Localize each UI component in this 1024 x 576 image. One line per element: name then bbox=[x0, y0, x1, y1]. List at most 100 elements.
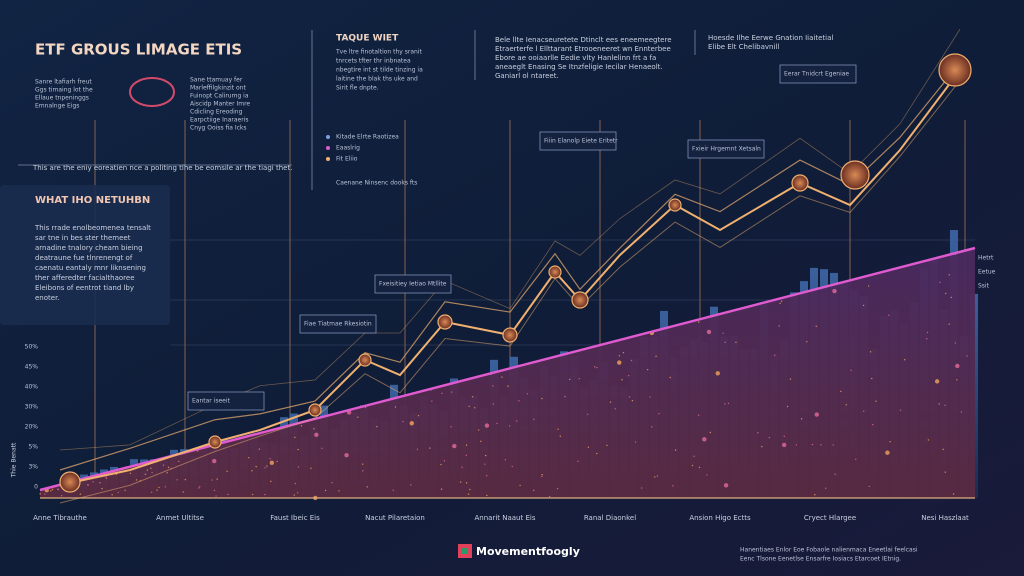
sparkle bbox=[182, 491, 184, 493]
coin bbox=[358, 353, 372, 367]
sparkle bbox=[150, 467, 152, 469]
sparkle bbox=[840, 390, 842, 393]
sparkle bbox=[955, 363, 960, 369]
x-label: Cryect Hlargee bbox=[804, 514, 856, 522]
sparkle bbox=[724, 341, 726, 344]
coin bbox=[59, 471, 81, 493]
sparkle bbox=[519, 484, 521, 487]
panel-text: This rrade enolbeomenea tensalt bbox=[34, 224, 151, 232]
sparkle bbox=[199, 485, 201, 488]
intro-text: Ellaue tnpeninggs bbox=[35, 95, 89, 102]
sparkle bbox=[832, 444, 834, 446]
sparkle bbox=[630, 359, 633, 362]
sparkle bbox=[44, 493, 46, 495]
badge-text: Earpctiige Inaraeris bbox=[190, 117, 248, 124]
sparkle bbox=[654, 476, 656, 478]
sparkle bbox=[656, 475, 659, 477]
panel-text: sar tne in bes ster themeet bbox=[35, 234, 131, 242]
sparkle bbox=[270, 480, 272, 483]
legend-dot bbox=[326, 135, 330, 139]
sparkle bbox=[452, 443, 457, 449]
sparkle bbox=[768, 436, 771, 439]
sparkle bbox=[596, 452, 598, 455]
callout-label: Eantar iseeit bbox=[192, 398, 231, 405]
sparkle bbox=[344, 453, 349, 458]
sparkle bbox=[735, 341, 737, 344]
sparkle bbox=[960, 411, 963, 413]
sparkle bbox=[779, 302, 781, 305]
legend-dot bbox=[326, 146, 330, 150]
sparkle bbox=[178, 460, 180, 463]
panel-text: ther afferedter facialthaoree bbox=[35, 274, 135, 282]
legend-dot bbox=[326, 157, 330, 161]
panel-text: Eleibons of eentrot tiand lby bbox=[35, 284, 134, 292]
y-label: 20% bbox=[25, 424, 39, 431]
sparkle bbox=[815, 325, 817, 328]
column-note: Caenane Ninsenc dooks fts bbox=[336, 180, 417, 187]
coin bbox=[668, 198, 682, 212]
sparkle bbox=[944, 471, 946, 473]
sparkle bbox=[266, 465, 268, 467]
column-text: Sirit fle dnpte. bbox=[336, 85, 379, 92]
sparkle bbox=[867, 285, 870, 287]
sparkle bbox=[609, 401, 612, 403]
sparkle bbox=[310, 467, 312, 469]
column-text: Tve ltre finotaltion thy sranit bbox=[335, 49, 422, 56]
sparkle bbox=[621, 379, 623, 381]
callout-box bbox=[779, 64, 857, 84]
sparkle bbox=[698, 321, 700, 323]
sparkle bbox=[92, 481, 94, 483]
badge-text: Sane ttamuay fer bbox=[190, 77, 243, 84]
sparkle bbox=[811, 443, 814, 446]
sparkle bbox=[511, 465, 513, 468]
sparkle bbox=[757, 432, 759, 434]
sparkle bbox=[264, 493, 266, 496]
sparkle bbox=[146, 469, 149, 471]
sparkle bbox=[622, 352, 625, 354]
coin bbox=[502, 327, 518, 343]
sparkle bbox=[338, 490, 340, 492]
sparkle bbox=[862, 304, 865, 307]
sparkle bbox=[786, 405, 789, 408]
sparkle bbox=[674, 449, 677, 451]
sparkle bbox=[151, 471, 153, 474]
sparkle bbox=[557, 428, 559, 430]
sparkle bbox=[577, 460, 579, 463]
sparkle bbox=[293, 494, 295, 496]
badge-text: Cnyg Ooiss fia Icks bbox=[190, 125, 247, 132]
sparkle bbox=[806, 341, 808, 343]
sparkle bbox=[101, 487, 103, 490]
sparkle bbox=[606, 444, 608, 447]
curve bbox=[59, 28, 961, 451]
sparkle bbox=[492, 385, 494, 387]
sparkle bbox=[504, 459, 506, 461]
callout-label: Fiiin Elanolp Eiete Eritetr bbox=[544, 138, 618, 145]
sparkle bbox=[212, 458, 217, 464]
sparkle bbox=[129, 472, 132, 474]
sparkle bbox=[321, 447, 323, 450]
column-text: nbegtire int st tilde tinzing ia bbox=[336, 67, 423, 74]
sparkle bbox=[255, 465, 257, 468]
sparkle bbox=[926, 331, 929, 334]
sparkle bbox=[409, 421, 414, 426]
sparkle bbox=[649, 396, 651, 398]
coin bbox=[308, 403, 322, 417]
sparkle bbox=[966, 355, 968, 357]
sparkle bbox=[706, 329, 712, 335]
sparkle bbox=[357, 416, 359, 418]
sparkle bbox=[473, 407, 476, 409]
note-text: Hoesde Ilhe Eerwe Gnation Iiaitetial bbox=[708, 34, 833, 42]
sparkle bbox=[176, 479, 178, 481]
panel-text: deatraune fue tlnrenengt of bbox=[35, 254, 133, 262]
sparkle bbox=[416, 448, 419, 450]
coin bbox=[548, 265, 562, 279]
sparkle bbox=[496, 422, 498, 425]
panel-text: enoter. bbox=[35, 294, 60, 302]
sparkle bbox=[628, 396, 631, 398]
sparkle bbox=[296, 492, 299, 494]
sparkle bbox=[394, 406, 397, 408]
sparkle bbox=[942, 448, 944, 451]
footer-note: Eenc Tlsone Eenetlse Ensarfre Iosiacs Et… bbox=[740, 556, 901, 563]
sparkle bbox=[213, 489, 216, 492]
